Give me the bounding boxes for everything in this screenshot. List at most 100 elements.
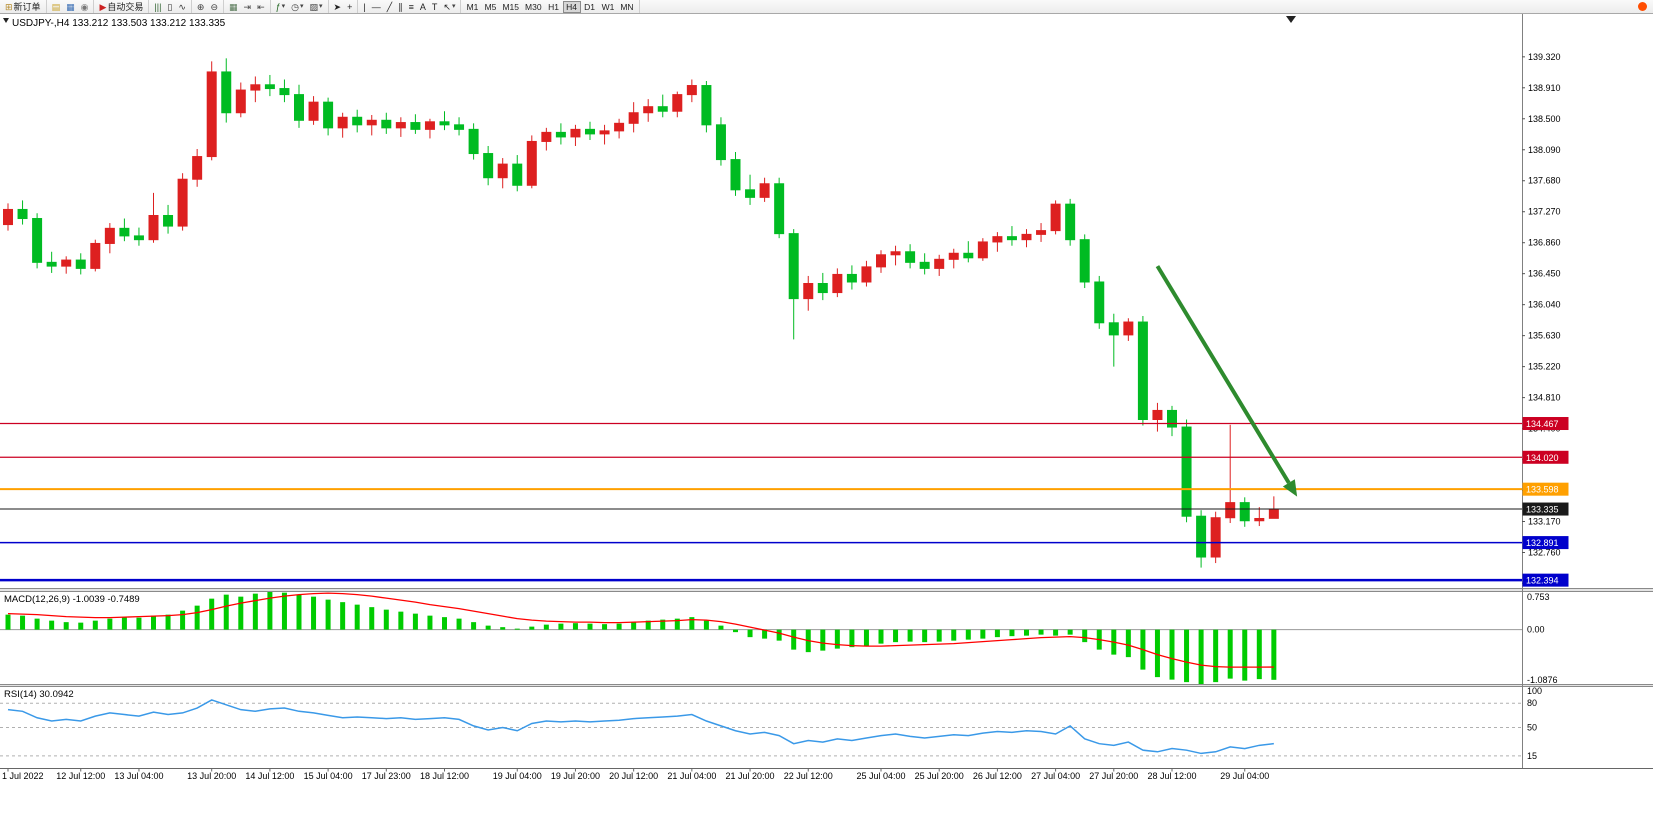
candle-body [526, 140, 537, 186]
new-order-button[interactable]: ⊞ 新订单 [2, 1, 44, 13]
candle-body [1181, 426, 1192, 517]
auto-scroll-button[interactable]: ⇥ [241, 1, 255, 13]
vertical-line-button[interactable]: | [360, 1, 368, 13]
trend-arrow-line[interactable] [1155, 265, 1291, 484]
macd-histogram-bar [1125, 629, 1131, 658]
candle-body [1050, 203, 1061, 232]
candle-body [133, 235, 144, 241]
chart-shift-marker[interactable] [1286, 16, 1296, 23]
macd-histogram-bar [20, 615, 26, 630]
chevron-down-icon: ▾ [451, 2, 456, 10]
label-button[interactable]: T [429, 1, 441, 13]
candle-body [1196, 515, 1207, 558]
candle-body [192, 156, 203, 180]
chart-area[interactable]: 0.753 0.00 -1.0876 100 80 50 15 139.320 138.91… [0, 13, 1653, 828]
trend-arrow-head[interactable] [1282, 479, 1298, 497]
macd-histogram-bar [718, 625, 724, 630]
candle-body [1225, 502, 1236, 519]
indicators-button[interactable]: ƒ ▾ [273, 1, 289, 13]
line-chart-button[interactable]: ∿ [175, 1, 189, 13]
chart-type-group: ||| ▯ ∿ [149, 0, 192, 13]
zoom-out-button[interactable]: ⊖ [207, 1, 221, 13]
candlestick-button[interactable]: ▯ [164, 1, 175, 13]
auto-trading-button[interactable]: ▶ 自动交易 [96, 1, 146, 13]
candle-body [454, 124, 465, 130]
macd-histogram-bar [602, 624, 608, 630]
symbol-title: USDJPY-,H4 133.212 133.503 133.212 133.3… [12, 18, 226, 29]
macd-histogram-bar [1198, 629, 1204, 684]
periods-button[interactable]: ◷ ▾ [288, 1, 306, 13]
trendline-button[interactable]: ╱ [384, 1, 395, 13]
candle-body [148, 214, 159, 241]
timeframe-h1-button[interactable]: H1 [545, 1, 563, 13]
templates-button[interactable]: ▨ ▾ [307, 1, 326, 13]
cursor-button[interactable]: ➤ [331, 1, 345, 13]
macd-histogram-bar [1009, 629, 1015, 637]
time-axis[interactable]: 1 Jul 2022 12 Jul 12:00 13 Jul 04:00 13 Jul… [2, 768, 1269, 782]
alerts-button[interactable]: ◉ [78, 1, 92, 13]
timeframe-mn-button[interactable]: MN [617, 1, 636, 13]
macd-histogram-bar [296, 594, 302, 630]
macd-scale-label: 0.00 [1527, 625, 1545, 635]
macd-histogram-bar [340, 602, 346, 630]
timeframe-h4-button[interactable]: H4 [562, 0, 581, 13]
macd-histogram-bar [514, 628, 520, 630]
time-label: 14 Jul 12:00 [245, 771, 294, 781]
macd-histogram-bar [820, 629, 826, 651]
price-axis[interactable]: 139.320 138.910 138.500 138.090 137.680 137.2… [1522, 13, 1569, 768]
timeframe-m5-button[interactable]: M5 [481, 1, 499, 13]
macd-scale-label: -1.0876 [1527, 675, 1558, 685]
macd-histogram-bar [994, 629, 1000, 638]
arrows-button[interactable]: ↖ ▾ [440, 1, 458, 13]
trend-arrow[interactable] [1155, 265, 1298, 497]
tile-windows-button[interactable]: ▦ [226, 1, 241, 13]
timeframe-m1-button[interactable]: M1 [463, 1, 481, 13]
status-dot-icon [1638, 2, 1647, 11]
macd-signal-line [7, 592, 1274, 668]
text-button[interactable]: A [417, 1, 429, 13]
candle-body [1065, 203, 1076, 241]
trading-group: ▶ 自动交易 [94, 0, 150, 13]
timeframe-m30-button[interactable]: M30 [522, 1, 545, 13]
macd-histogram-bar [1082, 629, 1088, 643]
charts-button[interactable]: ▤ [49, 1, 64, 13]
timeframe-m15-button[interactable]: M15 [499, 1, 522, 13]
level-lines-layer[interactable] [0, 422, 1522, 582]
profiles-button[interactable]: ▦ [63, 1, 78, 13]
chart-window-icon: ▤ [51, 1, 61, 12]
zoom-group: ⊕ ⊖ [192, 0, 224, 13]
macd-histogram-bar [442, 617, 447, 630]
time-label: 22 Jul 12:00 [784, 771, 833, 781]
channel-button[interactable]: ∥ [395, 1, 406, 13]
chevron-down-icon: ▾ [281, 2, 286, 10]
chart-shift-button[interactable]: ⇤ [254, 1, 268, 13]
macd-histogram-bar [951, 629, 957, 641]
panel-separator[interactable] [0, 684, 1653, 687]
candle-body [817, 282, 828, 294]
timeframe-w1-button[interactable]: W1 [599, 1, 618, 13]
macd-histogram-bar [1227, 629, 1233, 679]
time-label: 19 Jul 20:00 [551, 771, 600, 781]
price-tick-label: 136.860 [1528, 238, 1561, 248]
time-label: 1 Jul 2022 [2, 771, 44, 781]
price-badge-label: 132.891 [1526, 538, 1559, 548]
time-label: 21 Jul 20:00 [726, 771, 775, 781]
auto-trading-button-label: 自动交易 [107, 1, 144, 12]
macd-histogram-bar [49, 620, 55, 630]
macd-histogram-bar [471, 622, 477, 630]
timeframe-d1-button[interactable]: D1 [581, 1, 599, 13]
macd-histogram-bar [834, 629, 840, 649]
bar-chart-button[interactable]: ||| [151, 1, 164, 13]
macd-panel: 0.753 0.00 -1.0876 [0, 592, 1558, 685]
candle-body [1137, 321, 1148, 421]
horizontal-line-button[interactable]: ― [369, 1, 384, 13]
candle-body [977, 241, 988, 259]
panel-separator[interactable] [0, 588, 1653, 592]
macd-histogram-bar [907, 629, 913, 642]
candle-body [119, 227, 130, 237]
candle-body [657, 106, 668, 112]
zoom-in-button[interactable]: ⊕ [194, 1, 208, 13]
fibonacci-button[interactable]: ≡ [406, 1, 417, 13]
crosshair-button[interactable]: + [344, 1, 355, 13]
price-badge [1522, 536, 1569, 550]
